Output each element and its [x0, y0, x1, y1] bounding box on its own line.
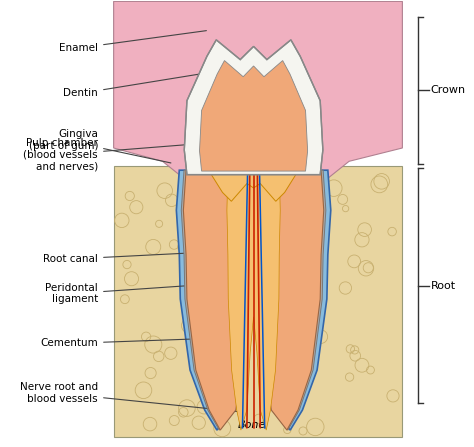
Text: Bone: Bone	[237, 420, 265, 430]
Text: Cementum: Cementum	[40, 338, 191, 349]
Text: Gingiva
(part of gum): Gingiva (part of gum)	[28, 129, 171, 163]
Text: Crown: Crown	[431, 85, 466, 95]
Text: Root canal: Root canal	[43, 250, 243, 264]
Polygon shape	[181, 170, 326, 430]
Text: Pulp chamber
(blood vessels
and nerves): Pulp chamber (blood vessels and nerves)	[24, 138, 227, 171]
Text: Dentin: Dentin	[64, 69, 228, 98]
Text: Peridontal
ligament: Peridontal ligament	[46, 283, 185, 304]
Polygon shape	[114, 1, 402, 219]
Polygon shape	[227, 170, 280, 430]
Polygon shape	[183, 170, 324, 430]
Polygon shape	[184, 40, 323, 175]
Text: Nerve root and
blood vessels: Nerve root and blood vessels	[20, 382, 242, 412]
Text: Enamel: Enamel	[59, 31, 206, 53]
Polygon shape	[211, 115, 296, 201]
Polygon shape	[176, 170, 331, 430]
Polygon shape	[200, 60, 308, 171]
Text: Root: Root	[431, 281, 456, 291]
Bar	[114, 166, 402, 437]
